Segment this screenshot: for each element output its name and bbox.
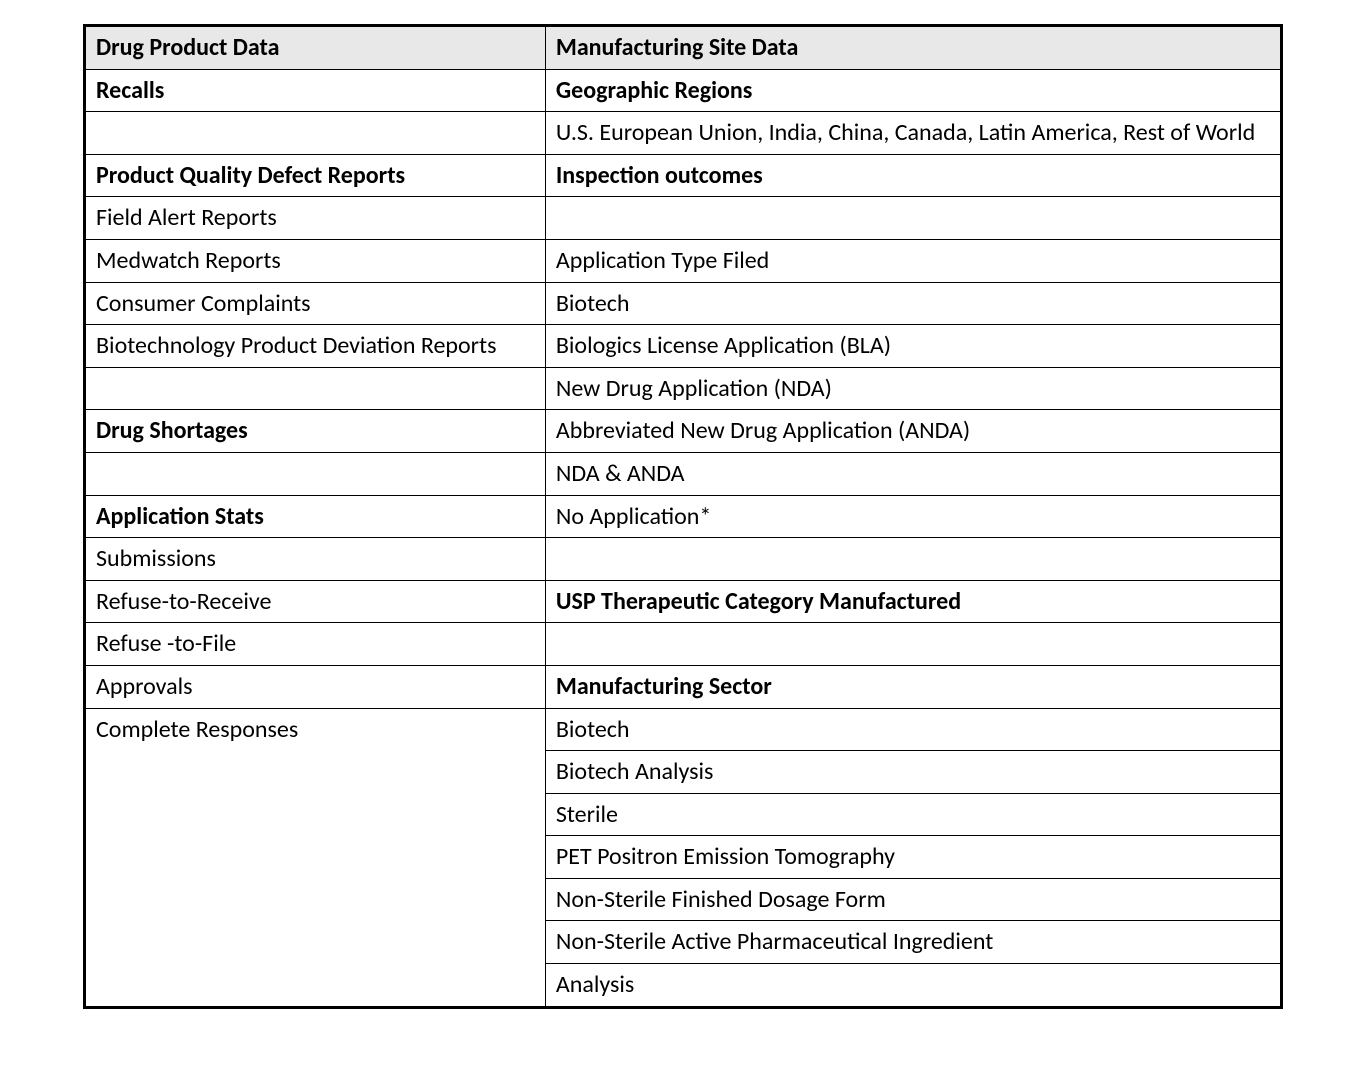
table-row: Consumer Complaints Biotech bbox=[85, 282, 1282, 325]
data-table: Drug Product Data Manufacturing Site Dat… bbox=[83, 24, 1283, 1009]
cell-right: New Drug Application (NDA) bbox=[545, 367, 1281, 410]
table-row: Application Stats No Application* bbox=[85, 495, 1282, 538]
cell-left: Submissions bbox=[85, 538, 546, 581]
table-row: Non-Sterile Active Pharmaceutical Ingred… bbox=[85, 921, 1282, 964]
table-row: U.S. European Union, India, China, Canad… bbox=[85, 112, 1282, 155]
table-row: Biotech Analysis bbox=[85, 751, 1282, 794]
cell-left: Approvals bbox=[85, 665, 546, 708]
cell-right bbox=[545, 197, 1281, 240]
cell-right: Abbreviated New Drug Application (ANDA) bbox=[545, 410, 1281, 453]
table-row: Biotechnology Product Deviation Reports … bbox=[85, 325, 1282, 368]
table-row: Drug Shortages Abbreviated New Drug Appl… bbox=[85, 410, 1282, 453]
cell-right bbox=[545, 623, 1281, 666]
table-row: PET Positron Emission Tomography bbox=[85, 836, 1282, 879]
cell-right: Biotech bbox=[545, 708, 1281, 751]
cell-right: Non-Sterile Finished Dosage Form bbox=[545, 878, 1281, 921]
cell-right: Inspection outcomes bbox=[545, 154, 1281, 197]
cell-right: Biologics License Application (BLA) bbox=[545, 325, 1281, 368]
cell-left: Biotechnology Product Deviation Reports bbox=[85, 325, 546, 368]
cell-left bbox=[85, 964, 546, 1008]
cell-left: Field Alert Reports bbox=[85, 197, 546, 240]
cell-left bbox=[85, 751, 546, 794]
table-row: Complete Responses Biotech bbox=[85, 708, 1282, 751]
table-row: Field Alert Reports bbox=[85, 197, 1282, 240]
col-header-left: Drug Product Data bbox=[85, 26, 546, 70]
cell-right: No Application* bbox=[545, 495, 1281, 538]
table-row: Medwatch Reports Application Type Filed bbox=[85, 239, 1282, 282]
cell-left bbox=[85, 452, 546, 495]
cell-right bbox=[545, 538, 1281, 581]
table-row: Sterile bbox=[85, 793, 1282, 836]
table-row: Approvals Manufacturing Sector bbox=[85, 665, 1282, 708]
header-row: Drug Product Data Manufacturing Site Dat… bbox=[85, 26, 1282, 70]
cell-right: Application Type Filed bbox=[545, 239, 1281, 282]
cell-right: Manufacturing Sector bbox=[545, 665, 1281, 708]
cell-left: Consumer Complaints bbox=[85, 282, 546, 325]
cell-right: Geographic Regions bbox=[545, 69, 1281, 112]
table-row: NDA & ANDA bbox=[85, 452, 1282, 495]
table-row: Non-Sterile Finished Dosage Form bbox=[85, 878, 1282, 921]
table-row: Recalls Geographic Regions bbox=[85, 69, 1282, 112]
cell-right: U.S. European Union, India, China, Canad… bbox=[545, 112, 1281, 155]
cell-left: Application Stats bbox=[85, 495, 546, 538]
table-row: New Drug Application (NDA) bbox=[85, 367, 1282, 410]
table-row: Analysis bbox=[85, 964, 1282, 1008]
col-header-right: Manufacturing Site Data bbox=[545, 26, 1281, 70]
cell-right: PET Positron Emission Tomography bbox=[545, 836, 1281, 879]
cell-left bbox=[85, 836, 546, 879]
table-row: Product Quality Defect Reports Inspectio… bbox=[85, 154, 1282, 197]
cell-right: NDA & ANDA bbox=[545, 452, 1281, 495]
cell-left: Refuse-to-Receive bbox=[85, 580, 546, 623]
table-container: Drug Product Data Manufacturing Site Dat… bbox=[83, 24, 1283, 1009]
cell-left bbox=[85, 367, 546, 410]
cell-left bbox=[85, 112, 546, 155]
table-row: Submissions bbox=[85, 538, 1282, 581]
cell-left bbox=[85, 878, 546, 921]
cell-left: Complete Responses bbox=[85, 708, 546, 751]
cell-left: Medwatch Reports bbox=[85, 239, 546, 282]
cell-left: Recalls bbox=[85, 69, 546, 112]
cell-right: Biotech Analysis bbox=[545, 751, 1281, 794]
cell-right: Analysis bbox=[545, 964, 1281, 1008]
cell-right: Biotech bbox=[545, 282, 1281, 325]
cell-right: USP Therapeutic Category Manufactured bbox=[545, 580, 1281, 623]
cell-left bbox=[85, 921, 546, 964]
table-row: Refuse -to-File bbox=[85, 623, 1282, 666]
cell-left: Refuse -to-File bbox=[85, 623, 546, 666]
cell-left: Product Quality Defect Reports bbox=[85, 154, 546, 197]
cell-right: Non-Sterile Active Pharmaceutical Ingred… bbox=[545, 921, 1281, 964]
cell-right: Sterile bbox=[545, 793, 1281, 836]
cell-left bbox=[85, 793, 546, 836]
table-row: Refuse-to-Receive USP Therapeutic Catego… bbox=[85, 580, 1282, 623]
cell-left: Drug Shortages bbox=[85, 410, 546, 453]
